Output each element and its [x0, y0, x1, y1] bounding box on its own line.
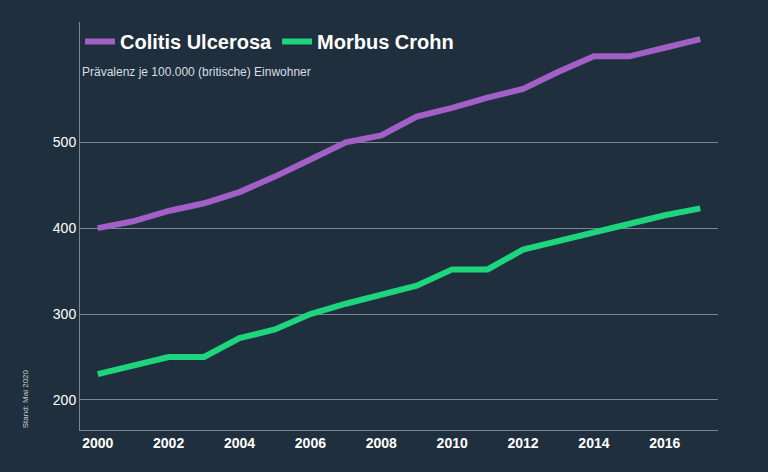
svg-text:2010: 2010	[437, 435, 468, 451]
svg-text:2004: 2004	[224, 435, 255, 451]
svg-text:2016: 2016	[649, 435, 680, 451]
svg-text:2008: 2008	[366, 435, 397, 451]
svg-text:2000: 2000	[82, 435, 113, 451]
svg-text:2002: 2002	[153, 435, 184, 451]
svg-text:200: 200	[53, 392, 77, 408]
svg-text:Stand: Mai 2020: Stand: Mai 2020	[21, 369, 30, 428]
svg-text:400: 400	[53, 220, 77, 236]
svg-text:500: 500	[53, 134, 77, 150]
svg-text:2006: 2006	[295, 435, 326, 451]
svg-text:300: 300	[53, 306, 77, 322]
svg-text:Prävalenz je 100.000 (britisch: Prävalenz je 100.000 (britische) Einwohn…	[82, 65, 311, 79]
svg-text:Morbus Crohn: Morbus Crohn	[317, 31, 454, 53]
svg-text:2012: 2012	[507, 435, 538, 451]
svg-text:Colitis Ulcerosa: Colitis Ulcerosa	[120, 31, 272, 53]
svg-text:2014: 2014	[578, 435, 609, 451]
